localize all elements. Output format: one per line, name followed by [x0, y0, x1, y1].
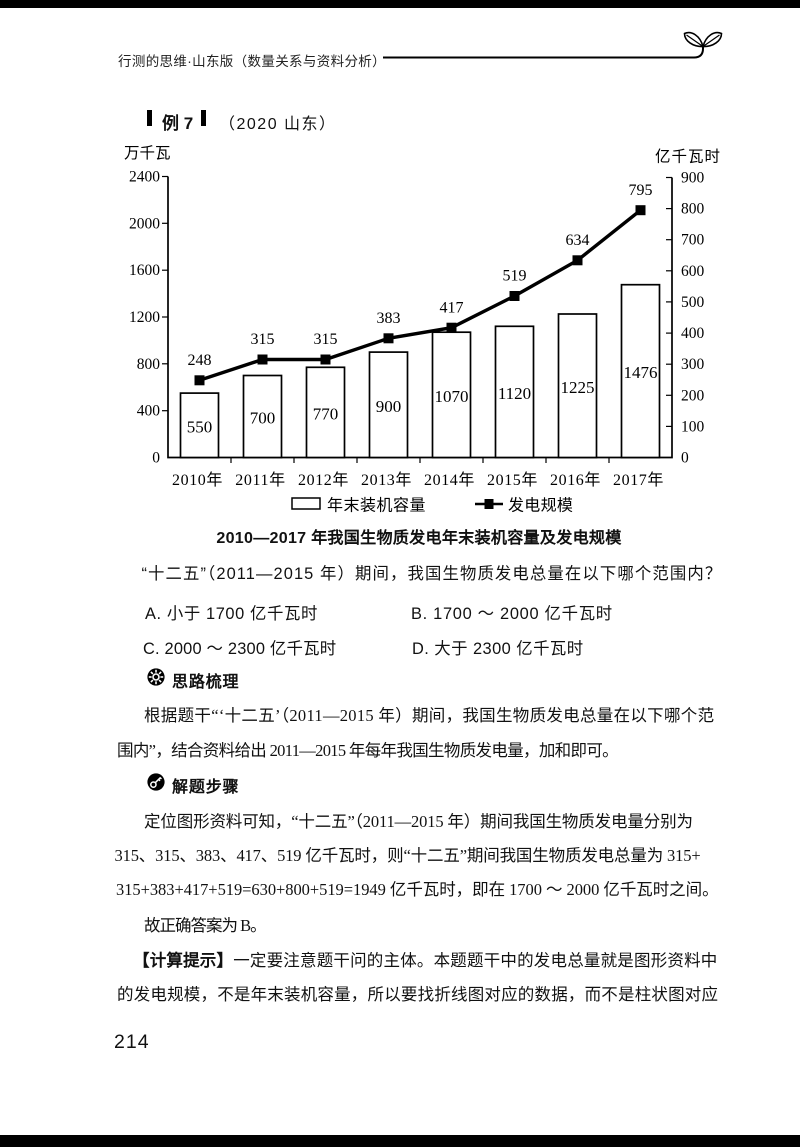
svg-text:315: 315 [251, 331, 275, 348]
svg-text:770: 770 [313, 405, 339, 424]
svg-text:2012年: 2012年 [298, 471, 349, 489]
svg-text:2400: 2400 [129, 169, 160, 186]
svg-text:700: 700 [250, 409, 276, 428]
svg-text:400: 400 [137, 403, 161, 420]
svg-text:400: 400 [681, 325, 705, 342]
svg-text:2013年: 2013年 [361, 471, 412, 489]
svg-text:2011年: 2011年 [235, 471, 285, 489]
svg-text:0: 0 [681, 450, 689, 467]
svg-text:383: 383 [377, 310, 401, 327]
svg-text:2017年: 2017年 [613, 471, 664, 489]
svg-text:900: 900 [681, 170, 705, 187]
svg-text:417: 417 [440, 299, 464, 316]
svg-text:300: 300 [681, 356, 705, 373]
svg-text:1070: 1070 [435, 387, 469, 406]
svg-text:1225: 1225 [561, 378, 595, 397]
svg-text:500: 500 [681, 294, 705, 311]
svg-text:2014年: 2014年 [424, 471, 475, 489]
svg-text:900: 900 [376, 397, 402, 416]
svg-text:1476: 1476 [624, 363, 658, 382]
svg-text:0: 0 [152, 450, 160, 467]
svg-text:600: 600 [681, 263, 705, 280]
svg-text:248: 248 [188, 352, 212, 369]
svg-text:800: 800 [137, 356, 161, 373]
svg-text:1200: 1200 [129, 309, 160, 326]
svg-text:万千瓦: 万千瓦 [124, 144, 171, 162]
svg-text:795: 795 [629, 182, 653, 199]
svg-text:2015年: 2015年 [487, 471, 538, 489]
svg-text:2000: 2000 [129, 215, 160, 232]
svg-text:315: 315 [314, 331, 338, 348]
svg-text:发电规模: 发电规模 [508, 497, 573, 515]
svg-text:700: 700 [681, 232, 705, 249]
svg-text:550: 550 [187, 418, 213, 437]
svg-text:亿千瓦时: 亿千瓦时 [655, 148, 721, 166]
svg-text:100: 100 [681, 418, 705, 435]
svg-text:年末装机容量: 年末装机容量 [327, 497, 426, 515]
svg-text:2010年: 2010年 [172, 471, 223, 489]
svg-text:200: 200 [681, 387, 705, 404]
svg-text:1120: 1120 [498, 384, 531, 403]
svg-text:634: 634 [566, 232, 590, 249]
svg-text:2016年: 2016年 [550, 471, 601, 489]
svg-text:1600: 1600 [129, 262, 160, 279]
svg-text:800: 800 [681, 201, 705, 218]
svg-text:519: 519 [503, 268, 527, 285]
